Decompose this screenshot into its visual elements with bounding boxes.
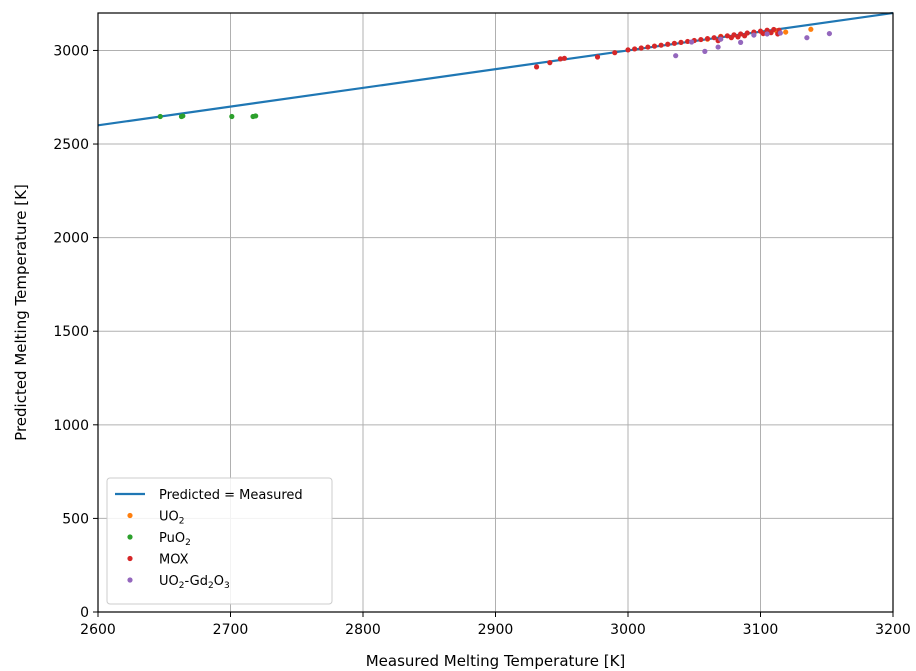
data-point [671, 40, 677, 46]
x-tick-label: 2900 [478, 622, 514, 638]
data-point [702, 48, 708, 54]
data-point [764, 27, 770, 33]
y-tick-label: 0 [80, 605, 89, 621]
x-tick-label: 2600 [80, 622, 116, 638]
x-tick-label: 3000 [610, 622, 646, 638]
data-point [632, 46, 638, 52]
data-point [715, 44, 721, 50]
data-point [738, 39, 744, 45]
legend-label-part: UO [159, 574, 179, 589]
series-uo2-gd2o3 [673, 30, 833, 59]
y-axis-ticks: 0 500 1000 1500 2000 2500 3000 [53, 43, 98, 621]
data-point [678, 39, 684, 45]
y-tick-label: 1000 [53, 418, 89, 434]
y-tick-label: 2000 [53, 231, 89, 247]
legend-marker [127, 555, 133, 562]
series-puo2 [157, 113, 259, 120]
legend-label: UO2 [159, 510, 184, 527]
data-point [804, 35, 810, 41]
legend-label-part: O [214, 574, 224, 589]
data-point [711, 35, 717, 41]
data-point [685, 38, 691, 45]
x-axis-label: Measured Melting Temperature [K] [366, 652, 626, 670]
data-point [718, 36, 724, 42]
grid-lines [97, 13, 894, 613]
data-point [547, 60, 553, 66]
data-point [625, 47, 631, 53]
x-tick-label: 2700 [213, 622, 249, 638]
data-point [645, 44, 651, 50]
data-point [157, 113, 163, 120]
data-point [724, 33, 730, 39]
data-point [253, 113, 259, 119]
legend-label: PuO2 [159, 531, 191, 548]
legend-label: UO2-Gd2O3 [159, 574, 230, 591]
series-mox [533, 26, 782, 70]
data-point [783, 29, 789, 35]
data-point [561, 55, 568, 61]
y-tick-label: 500 [62, 511, 89, 527]
legend-label-part: PuO [159, 531, 185, 546]
legend-label-part: 2 [179, 517, 185, 527]
x-axis-ticks: 2600 2700 2800 2900 3000 3100 3200 [80, 612, 911, 638]
data-point [665, 41, 671, 47]
legend-marker [127, 577, 133, 583]
legend-label-part: MOX [159, 553, 189, 568]
y-axis-label: Predicted Melting Temperature [K] [12, 184, 30, 441]
data-point [594, 54, 601, 60]
data-point [658, 42, 664, 48]
data-point [180, 113, 186, 119]
data-point [826, 30, 833, 37]
data-point [638, 45, 644, 51]
legend-marker [127, 534, 133, 540]
data-point [533, 64, 540, 70]
data-point [777, 30, 783, 36]
data-point [751, 32, 757, 38]
data-point [689, 39, 695, 45]
legend-label: MOX [159, 553, 189, 568]
legend-marker [127, 512, 133, 519]
legend-label: Predicted = Measured [159, 488, 303, 503]
legend-label-part: 2 [208, 581, 214, 591]
data-point [229, 113, 235, 120]
data-point [557, 56, 564, 62]
data-point [698, 36, 704, 43]
data-point [744, 30, 750, 36]
y-tick-label: 1500 [53, 324, 89, 340]
legend-label-part: -Gd [184, 574, 208, 589]
legend-label-part: 2 [185, 538, 191, 548]
x-tick-label: 2800 [345, 622, 381, 638]
data-point [764, 31, 770, 37]
x-tick-label: 3100 [743, 622, 779, 638]
data-point [808, 26, 814, 32]
legend-box [106, 477, 333, 605]
legend-label-part: UO [159, 510, 179, 525]
data-point [612, 50, 618, 56]
data-point [760, 30, 766, 37]
data-point [673, 53, 679, 59]
data-point [651, 43, 658, 49]
x-tick-label: 3200 [875, 622, 911, 638]
legend-label-part: 2 [179, 581, 185, 591]
data-point [704, 36, 711, 42]
data-point [771, 26, 777, 33]
data-points [157, 26, 833, 120]
data-point [731, 32, 737, 38]
y-tick-label: 3000 [53, 43, 89, 59]
y-tick-label: 2500 [53, 137, 89, 153]
data-point [738, 31, 744, 37]
legend-label-part: 3 [224, 581, 230, 591]
